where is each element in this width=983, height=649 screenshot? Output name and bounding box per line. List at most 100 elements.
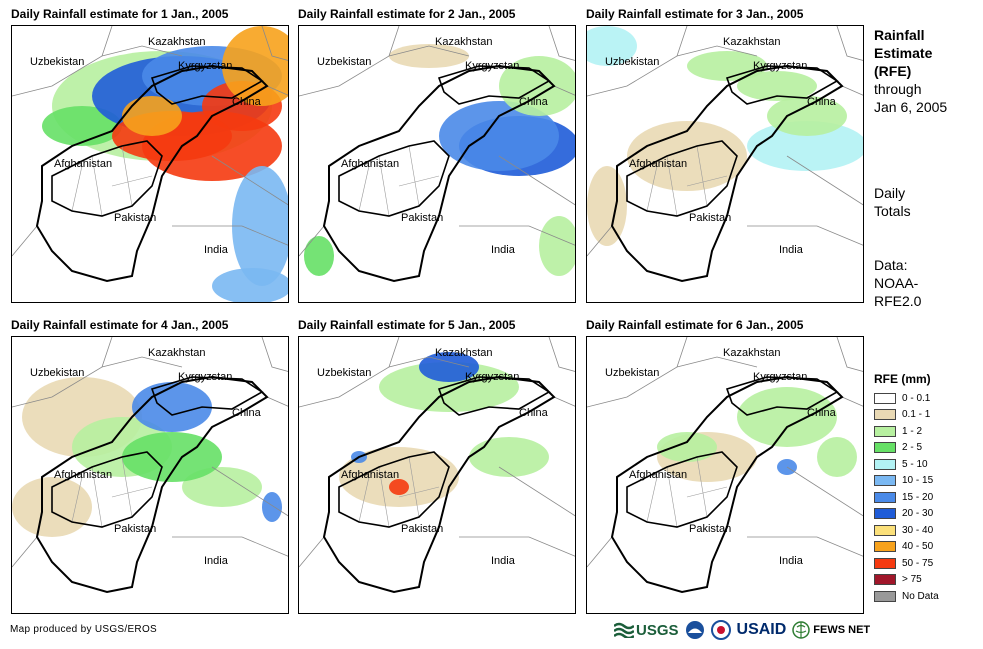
legend-item: > 75 [874,572,922,588]
rain-area [304,236,334,276]
map-credit: Map produced by USGS/EROS [10,624,158,635]
noaa-logo [685,620,705,640]
label-pakistan: Pakistan [114,212,157,224]
rainfall-map-5: Uzbekistan Kazakhstan Kyrgyzstan China Afgha… [298,336,576,614]
rainfall-map-6: Uzbekistan Kazakhstan Kyrgyzstan China Afgha… [586,336,864,614]
region-outline [610,64,844,283]
legend-label: 1 - 2 [902,425,923,437]
kyrgyzstan-outline [150,376,264,416]
daily-line-1: Daily [874,185,906,201]
afghanistan-outline [626,140,738,217]
label-uzbekistan: Uzbekistan [605,367,660,379]
rain-area [122,432,222,482]
rain-area [657,432,717,462]
fewsnet-text: FEWS NET [813,624,871,636]
legend-swatch [874,524,896,536]
kyrgyzstan-outline [437,65,551,105]
legend-swatch [874,425,896,437]
country-borders [12,26,288,257]
legend-label: 15 - 20 [902,491,934,503]
rain-area [42,106,122,146]
map-graphic [12,26,288,302]
rain-area [222,26,288,106]
legend-item: 2 - 5 [874,440,922,456]
rain-area [737,387,837,447]
label-china: China [232,407,261,419]
label-afghanistan: Afghanistan [629,158,688,170]
usgs-text: USGS [636,621,679,639]
noaa-emblem-icon [685,621,704,639]
label-china: China [519,96,548,108]
country-borders [12,337,288,568]
panel-title-5: Daily Rainfall estimate for 5 Jan., 2005 [298,318,516,332]
map-graphic [587,337,863,594]
label-pakistan: Pakistan [689,212,732,224]
legend-label: 0.1 - 1 [902,409,931,420]
legend-item: 50 - 75 [874,555,933,571]
label-india: India [204,244,228,256]
legend-item: 20 - 30 [874,506,933,522]
fewsnet-globe-icon [792,621,811,639]
rain-area [439,101,559,171]
kyrgyzstan-outline [725,65,839,105]
legend-label: 30 - 40 [902,524,934,536]
legend-swatch [874,574,896,585]
rain-area [132,382,212,432]
usaid-logo: USAID [737,621,787,639]
legend-item: 5 - 10 [874,456,928,472]
label-pakistan: Pakistan [401,212,444,224]
logo-bar: USGS USAID FEWS NET [614,618,876,642]
legend-swatch [874,541,896,552]
afghanistan-outline [338,140,450,217]
legend-swatch [874,491,896,503]
label-kyrgyzstan: Kyrgyzstan [465,371,520,383]
label-afghanistan: Afghanistan [54,469,113,481]
legend-label: > 75 [902,574,922,585]
rfe-title: Rainfall Estimate (RFE) through Jan 6, 2… [874,26,947,116]
label-afghanistan: Afghanistan [629,469,688,481]
label-kazakhstan: Kazakhstan [435,36,493,48]
legend-item: 15 - 20 [874,489,933,505]
through-text: through [874,81,922,97]
country-borders [587,337,863,568]
legend-item: 0.1 - 1 [874,407,930,423]
legend-item: 1 - 2 [874,423,922,439]
rain-area [212,268,288,302]
kyrgyzstan-outline [725,376,839,416]
rain-area [687,51,767,81]
legend-label: No Data [902,590,939,602]
rain-area [339,447,459,507]
rainfall-map-1: Uzbekistan Kazakhstan Kyrgyzstan China Afgha… [11,25,289,303]
data-source: Data: NOAA- RFE2.0 [874,256,921,310]
kyrgyzstan-outline [150,65,264,105]
legend-item: No Data [874,588,939,604]
rain-area [389,479,409,495]
afghanistan-outline [626,451,738,528]
label-pakistan: Pakistan [401,523,444,535]
legend-label: 20 - 30 [902,508,934,519]
label-india: India [204,555,228,567]
legend-label: 0 - 0.1 [902,392,931,404]
country-borders [299,26,575,257]
legend-label: 10 - 15 [902,475,934,486]
data-line-3: RFE2.0 [874,293,922,309]
legend-swatch [874,557,896,569]
label-uzbekistan: Uzbekistan [317,367,372,379]
legend-item: 30 - 40 [874,522,933,538]
label-india: India [491,555,515,567]
label-pakistan: Pakistan [689,523,732,535]
label-kyrgyzstan: Kyrgyzstan [465,60,520,72]
rain-area [379,362,519,412]
legend-label: 40 - 50 [902,541,934,552]
rain-area [627,121,747,191]
rain-area [737,71,817,101]
legend-label: 50 - 75 [902,557,934,569]
label-pakistan: Pakistan [114,523,157,535]
label-kyrgyzstan: Kyrgyzstan [178,60,233,72]
rain-area [262,492,282,522]
label-afghanistan: Afghanistan [54,158,113,170]
rain-area [419,352,479,382]
label-kyrgyzstan: Kyrgyzstan [178,371,233,383]
afghanistan-outline [51,140,163,217]
label-kazakhstan: Kazakhstan [435,347,493,359]
